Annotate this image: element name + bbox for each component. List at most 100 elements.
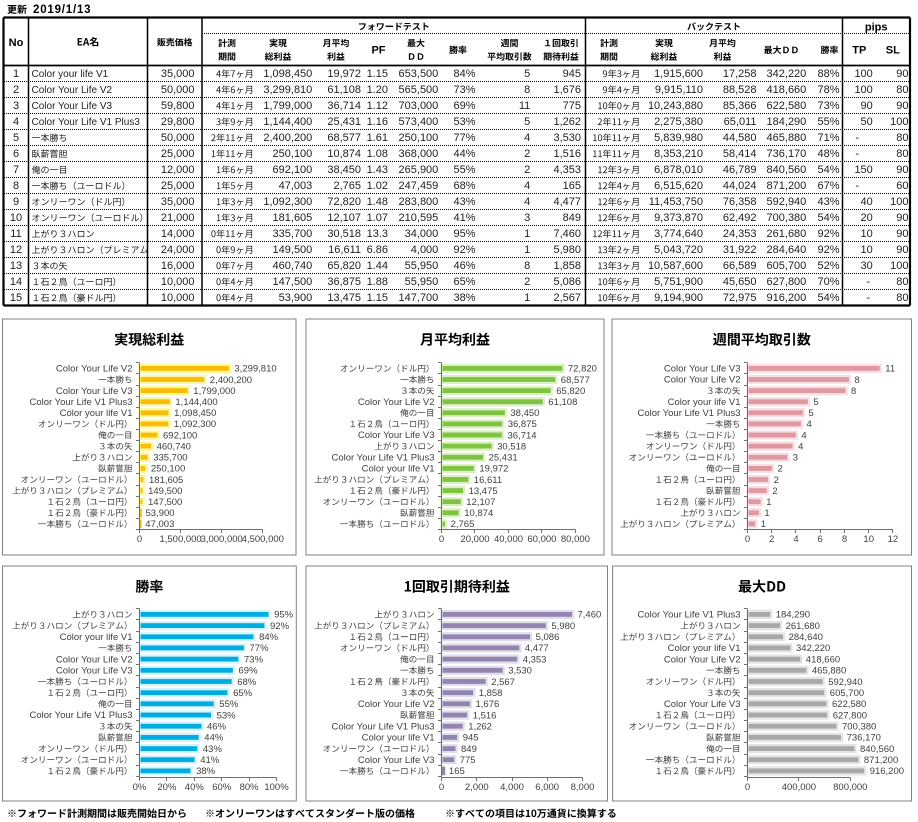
svg-text:181,605: 181,605 xyxy=(149,475,183,486)
svg-text:335,700: 335,700 xyxy=(273,228,313,240)
svg-text:88%: 88% xyxy=(817,68,839,80)
svg-text:90: 90 xyxy=(896,68,908,80)
svg-text:Color Your Life V2: Color Your Life V2 xyxy=(664,375,741,386)
svg-text:100: 100 xyxy=(890,196,908,208)
svg-text:46%: 46% xyxy=(453,260,475,272)
svg-text:1.43: 1.43 xyxy=(367,164,388,176)
svg-text:2: 2 xyxy=(13,84,19,96)
svg-text:0: 0 xyxy=(439,782,444,793)
svg-text:1,516: 1,516 xyxy=(553,148,581,160)
svg-text:605,700: 605,700 xyxy=(767,260,807,272)
svg-text:90: 90 xyxy=(896,244,908,256)
svg-text:44%: 44% xyxy=(453,148,475,160)
svg-text:54%: 54% xyxy=(817,292,839,304)
svg-text:4: 4 xyxy=(13,116,19,128)
svg-text:Color Your Life V2: Color Your Life V2 xyxy=(358,699,435,710)
svg-text:65,820: 65,820 xyxy=(556,386,585,397)
svg-text:16,000: 16,000 xyxy=(161,260,195,272)
svg-text:12,107: 12,107 xyxy=(466,497,495,508)
svg-text:76,358: 76,358 xyxy=(723,196,757,208)
svg-text:284,640: 284,640 xyxy=(767,244,807,256)
svg-text:2: 2 xyxy=(524,164,530,176)
svg-text:9,373,870: 9,373,870 xyxy=(654,212,703,224)
svg-text:54%: 54% xyxy=(817,164,839,176)
svg-text:Color Your Life V1 Plus3: Color Your Life V1 Plus3 xyxy=(638,610,741,621)
svg-text:19,972: 19,972 xyxy=(327,68,361,80)
svg-text:418,660: 418,660 xyxy=(806,654,840,665)
svg-text:100%: 100% xyxy=(264,782,289,793)
svg-text:Color Your Life V2: Color Your Life V2 xyxy=(56,364,133,375)
svg-text:8,000: 8,000 xyxy=(571,782,595,793)
svg-text:80: 80 xyxy=(896,276,908,288)
svg-text:5: 5 xyxy=(524,68,530,80)
svg-text:68,577: 68,577 xyxy=(561,375,590,386)
svg-text:Color Your Life V1 Plus3: Color Your Life V1 Plus3 xyxy=(332,721,435,732)
svg-text:38,450: 38,450 xyxy=(327,164,361,176)
svg-text:147,500: 147,500 xyxy=(148,497,182,508)
svg-text:12: 12 xyxy=(888,534,899,545)
svg-text:2,400,200: 2,400,200 xyxy=(210,375,252,386)
svg-text:36,714: 36,714 xyxy=(508,430,537,441)
svg-text:95%: 95% xyxy=(274,610,294,621)
svg-text:Color Your Life V2: Color Your Life V2 xyxy=(358,397,435,408)
svg-text:5: 5 xyxy=(524,116,530,128)
svg-text:61,108: 61,108 xyxy=(548,397,577,408)
svg-text:250,100: 250,100 xyxy=(151,464,185,475)
svg-text:573,400: 573,400 xyxy=(399,116,439,128)
svg-text:3: 3 xyxy=(13,100,19,112)
svg-text:61,108: 61,108 xyxy=(327,84,361,96)
svg-text:3,299,810: 3,299,810 xyxy=(263,84,312,96)
svg-text:34,000: 34,000 xyxy=(405,228,439,240)
svg-text:4: 4 xyxy=(524,132,530,144)
svg-text:95%: 95% xyxy=(453,228,475,240)
svg-text:Color your life V1: Color your life V1 xyxy=(362,464,435,475)
svg-text:84%: 84% xyxy=(453,68,475,80)
svg-text:24,353: 24,353 xyxy=(723,228,757,240)
svg-text:Color your life V1: Color your life V1 xyxy=(60,632,133,643)
svg-text:58,414: 58,414 xyxy=(723,148,757,160)
svg-text:342,220: 342,220 xyxy=(796,643,830,654)
svg-text:10: 10 xyxy=(861,228,873,240)
svg-text:1,858: 1,858 xyxy=(553,260,581,272)
svg-text:184,290: 184,290 xyxy=(767,116,807,128)
svg-text:Color Your Life V2: Color Your Life V2 xyxy=(664,654,741,665)
svg-text:4,353: 4,353 xyxy=(553,164,581,176)
svg-text:24,000: 24,000 xyxy=(161,244,195,256)
svg-text:54%: 54% xyxy=(817,212,839,224)
svg-text:149,500: 149,500 xyxy=(148,486,182,497)
svg-text:Color your life V1: Color your life V1 xyxy=(362,733,435,744)
svg-text:945: 945 xyxy=(463,733,479,744)
svg-text:20: 20 xyxy=(861,212,873,224)
svg-text:4: 4 xyxy=(524,196,530,208)
svg-text:9,915,110: 9,915,110 xyxy=(655,84,703,96)
svg-text:46%: 46% xyxy=(207,722,227,733)
svg-text:Color Your Life V3: Color Your Life V3 xyxy=(664,364,741,375)
svg-text:2,400,200: 2,400,200 xyxy=(263,132,312,144)
svg-text:1.16: 1.16 xyxy=(367,116,388,128)
svg-text:53,900: 53,900 xyxy=(146,508,175,519)
svg-text:184,290: 184,290 xyxy=(776,610,810,621)
svg-text:-: - xyxy=(866,276,870,288)
svg-text:1.48: 1.48 xyxy=(367,196,388,208)
svg-text:871,200: 871,200 xyxy=(864,755,898,766)
svg-text:43%: 43% xyxy=(453,196,475,208)
svg-text:700,380: 700,380 xyxy=(767,212,807,224)
svg-text:6,000: 6,000 xyxy=(535,782,559,793)
svg-text:1: 1 xyxy=(766,497,771,508)
svg-text:400,000: 400,000 xyxy=(782,782,816,793)
svg-text:10,243,880: 10,243,880 xyxy=(648,100,703,112)
svg-text:50,000: 50,000 xyxy=(161,132,195,144)
svg-text:1,500,000: 1,500,000 xyxy=(159,534,201,545)
svg-text:35,000: 35,000 xyxy=(161,196,195,208)
svg-text:1,092,300: 1,092,300 xyxy=(263,196,312,208)
svg-text:41%: 41% xyxy=(200,755,220,766)
svg-text:55%: 55% xyxy=(817,116,839,128)
svg-text:2: 2 xyxy=(774,475,779,486)
svg-text:5,980: 5,980 xyxy=(551,621,575,632)
svg-text:4: 4 xyxy=(801,430,806,441)
svg-text:700,380: 700,380 xyxy=(842,722,876,733)
svg-text:945: 945 xyxy=(563,68,581,80)
svg-text:Color Your Life V2: Color Your Life V2 xyxy=(32,85,113,96)
svg-text:5: 5 xyxy=(813,397,818,408)
svg-text:SL: SL xyxy=(886,45,900,57)
